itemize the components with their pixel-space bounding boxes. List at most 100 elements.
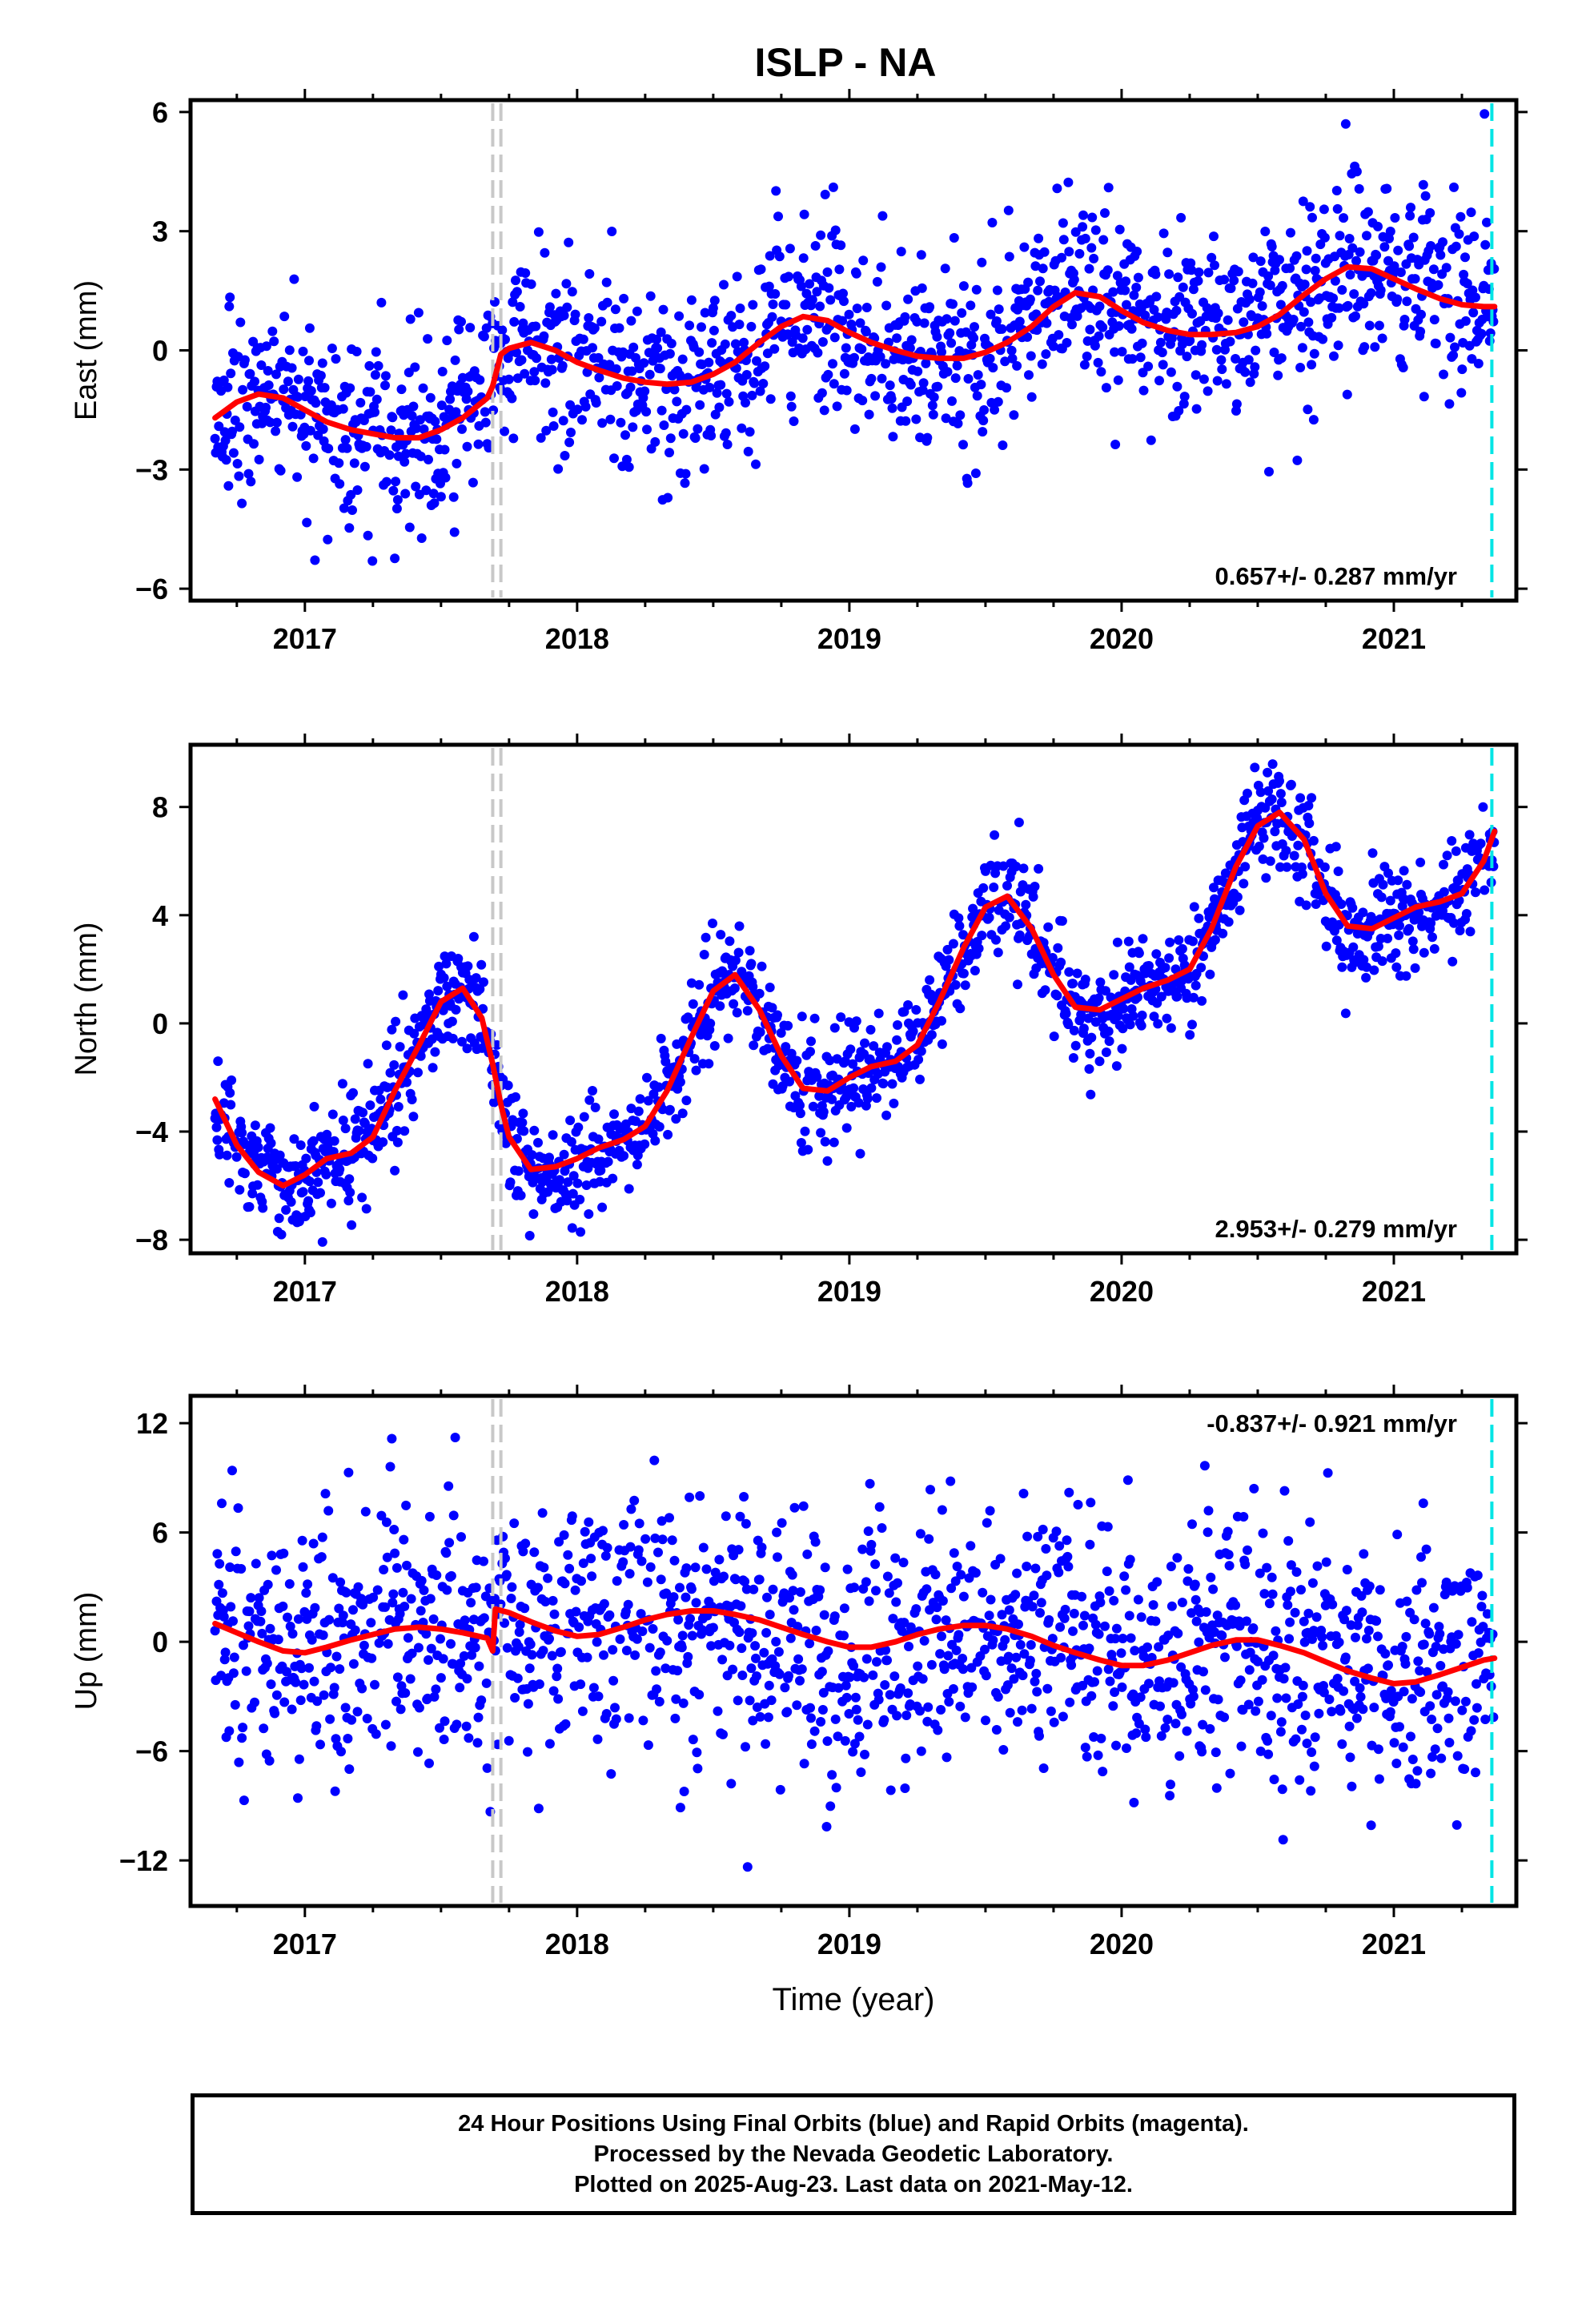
data-point [1002, 1680, 1013, 1691]
data-point [1028, 891, 1038, 902]
trend-curve [212, 1606, 1498, 1687]
data-point [1086, 1032, 1097, 1043]
data-point [1002, 383, 1012, 393]
data-point [278, 1601, 288, 1611]
data-point [219, 1655, 230, 1665]
data-point [233, 1503, 243, 1514]
data-point [301, 1153, 311, 1164]
data-point [1197, 1747, 1207, 1757]
data-point [343, 1196, 354, 1206]
data-point [859, 1672, 869, 1683]
data-point [1094, 331, 1104, 341]
data-point [441, 959, 452, 969]
data-point [265, 1623, 275, 1634]
data-point [426, 1643, 436, 1654]
data-point [1039, 247, 1050, 257]
data-point [1177, 1598, 1187, 1607]
data-point [432, 1570, 442, 1580]
data-point [656, 327, 666, 337]
data-point [409, 1028, 420, 1039]
data-point [576, 1227, 586, 1237]
data-point [720, 339, 730, 349]
data-point [1378, 879, 1388, 890]
data-point [1240, 862, 1251, 872]
data-point [1269, 1775, 1279, 1784]
data-point [1058, 1711, 1068, 1722]
data-point [1430, 1744, 1440, 1755]
data-point [419, 1585, 429, 1595]
data-point [940, 263, 950, 274]
data-point [228, 448, 239, 458]
data-point [1335, 1706, 1346, 1716]
data-point [1279, 1486, 1290, 1496]
data-point [709, 296, 720, 306]
data-point [825, 295, 836, 305]
data-point [1281, 846, 1291, 856]
data-point [911, 1005, 921, 1015]
data-point [751, 459, 761, 469]
data-point [553, 1694, 564, 1704]
data-point [796, 281, 806, 292]
data-point [1134, 1719, 1144, 1729]
data-point [849, 424, 860, 434]
data-point [537, 1508, 548, 1518]
data-point [1078, 1023, 1089, 1034]
data-point [1029, 1590, 1039, 1601]
data-point [685, 1614, 695, 1624]
data-point [1449, 182, 1459, 192]
data-point [1126, 1633, 1136, 1643]
data-point [364, 360, 375, 371]
data-point [1480, 239, 1491, 250]
data-point [1255, 1568, 1265, 1578]
data-point [888, 432, 898, 442]
data-point [915, 1529, 926, 1539]
data-point [1208, 902, 1219, 912]
data-point [1480, 1715, 1491, 1724]
data-point [1172, 991, 1182, 1002]
data-point [312, 1696, 323, 1707]
data-point [1040, 985, 1050, 995]
data-point [593, 352, 604, 363]
data-point [1211, 344, 1222, 355]
data-point [468, 931, 479, 942]
data-point [1056, 1653, 1066, 1663]
data-point [1296, 1585, 1306, 1595]
data-point [505, 1177, 516, 1188]
data-point [1034, 863, 1044, 874]
data-point [1375, 1585, 1385, 1595]
data-point [1201, 1606, 1211, 1617]
data-point [1063, 1019, 1074, 1030]
data-point [690, 1562, 701, 1573]
data-point [1164, 269, 1174, 279]
data-point [978, 416, 989, 426]
data-point [266, 1679, 276, 1690]
data-point [1351, 255, 1361, 266]
data-point [510, 1693, 520, 1703]
data-point [393, 451, 404, 461]
data-point [1026, 392, 1037, 402]
data-point [363, 530, 373, 541]
data-point [1395, 267, 1406, 277]
data-point [258, 1203, 268, 1213]
data-point [261, 341, 271, 352]
data-point [785, 243, 795, 254]
data-point [577, 415, 587, 425]
data-point [624, 462, 634, 472]
data-point [370, 1679, 379, 1690]
data-point [1038, 1524, 1048, 1534]
data-point [972, 391, 982, 401]
data-point [1416, 1552, 1426, 1562]
data-point [815, 301, 825, 312]
data-point [1160, 1723, 1170, 1733]
data-point [898, 1558, 909, 1568]
data-point [958, 1591, 969, 1602]
data-point [1153, 1019, 1163, 1029]
data-point [974, 943, 984, 954]
data-point [221, 455, 231, 465]
data-point [888, 1614, 898, 1624]
data-point [291, 1677, 301, 1687]
data-point [895, 1683, 905, 1693]
data-point [359, 1640, 369, 1651]
data-point [1151, 292, 1162, 302]
data-point [951, 1645, 962, 1655]
